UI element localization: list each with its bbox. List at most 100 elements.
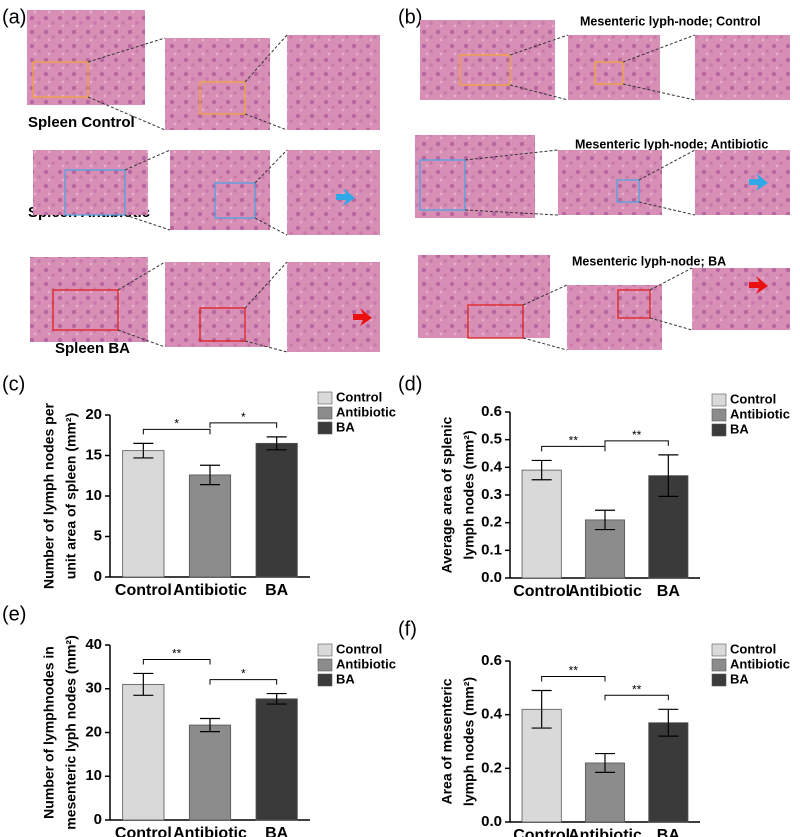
micrograph bbox=[568, 35, 660, 100]
y-tick-label: 40 bbox=[85, 636, 102, 653]
significance-bracket bbox=[604, 440, 669, 446]
bar bbox=[255, 442, 298, 578]
x-tick-label: BA bbox=[265, 582, 289, 599]
y-tick-label: 0.0 bbox=[481, 813, 502, 830]
zoom-line bbox=[244, 113, 288, 131]
panel-label: (e) bbox=[2, 603, 26, 625]
significance-bracket bbox=[142, 658, 211, 665]
legend-label: Control bbox=[730, 391, 776, 406]
micrograph bbox=[558, 150, 662, 215]
y-axis-label: Average area of splenic bbox=[439, 416, 455, 573]
zoom-line bbox=[638, 201, 696, 216]
y-tick-label: 5 bbox=[94, 527, 102, 544]
bar bbox=[188, 474, 232, 578]
image-caption: Mesenteric lyph-node; Antibiotic bbox=[575, 137, 768, 151]
bar bbox=[255, 698, 298, 821]
roi-box bbox=[64, 169, 126, 216]
arrow bbox=[749, 173, 768, 191]
chart: (f) Area of mesenteric lymph nodes (mm²)0.… bbox=[398, 618, 790, 837]
y-tick-label: 0.5 bbox=[481, 431, 502, 448]
roi-box bbox=[459, 54, 511, 86]
micrograph bbox=[695, 150, 790, 215]
chart: (c) Number of lymph nodes per unit area of… bbox=[2, 373, 396, 599]
legend-swatch bbox=[317, 406, 333, 420]
legend-label: Antibiotic bbox=[730, 656, 790, 671]
image-caption: Mesenteric lyph-node; BA bbox=[572, 254, 726, 268]
bar bbox=[122, 683, 165, 821]
x-tick-label: BA bbox=[657, 583, 681, 600]
legend-label: Control bbox=[730, 641, 776, 656]
micrograph bbox=[695, 35, 790, 100]
micrograph bbox=[415, 135, 535, 218]
bar bbox=[521, 469, 562, 579]
roi-box bbox=[52, 289, 119, 331]
x-tick-label: BA bbox=[265, 825, 289, 837]
y-axis-label: lymph nodes (mm²) bbox=[461, 677, 477, 806]
y-tick-label: 10 bbox=[85, 767, 102, 784]
bar bbox=[188, 724, 232, 821]
y-tick-label: 20 bbox=[85, 723, 102, 740]
x-tick-label: Antibiotic bbox=[568, 583, 642, 600]
y-tick-label: 20 bbox=[85, 406, 102, 423]
y-tick-label: 0.4 bbox=[481, 458, 503, 475]
y-axis-label: lymph nodes (mm²) bbox=[461, 430, 477, 559]
micrograph bbox=[692, 268, 790, 330]
y-tick-label: 0.6 bbox=[481, 652, 502, 669]
significance-bracket bbox=[604, 694, 669, 701]
x-tick-label: Control bbox=[115, 582, 172, 599]
significance-label: * bbox=[241, 410, 246, 424]
chart: (e) Number of lymphnodes in mesenteric lyp… bbox=[2, 603, 396, 837]
zoom-line bbox=[522, 284, 568, 306]
micrograph bbox=[30, 257, 148, 342]
significance-label: ** bbox=[632, 428, 642, 442]
micrograph bbox=[170, 150, 270, 230]
x-tick-label: Control bbox=[115, 825, 172, 837]
x-tick-label: Antibiotic bbox=[173, 825, 247, 837]
legend-swatch bbox=[317, 658, 333, 672]
legend-label: BA bbox=[336, 419, 355, 434]
micrograph bbox=[165, 262, 270, 347]
x-tick-label: Antibiotic bbox=[568, 827, 642, 837]
zoom-line bbox=[622, 34, 696, 63]
micrograph bbox=[287, 262, 380, 352]
legend-label: Antibiotic bbox=[730, 406, 790, 421]
micrograph bbox=[418, 255, 550, 338]
x-tick-label: Control bbox=[513, 583, 570, 600]
zoom-line bbox=[124, 214, 171, 231]
panel-label: (f) bbox=[398, 618, 417, 640]
legend-label: Control bbox=[336, 641, 382, 656]
y-tick-label: 0 bbox=[94, 568, 102, 585]
zoom-line bbox=[124, 149, 171, 171]
x-tick-label: Antibiotic bbox=[173, 582, 247, 599]
significance-label: ** bbox=[569, 664, 579, 678]
zoom-line bbox=[622, 83, 696, 101]
micrograph bbox=[287, 35, 380, 130]
x-tick-label: BA bbox=[657, 827, 681, 837]
y-tick-label: 0.6 bbox=[481, 403, 502, 420]
significance-bracket bbox=[209, 422, 278, 428]
legend-label: BA bbox=[730, 671, 749, 686]
y-axis-label: unit area of spleen (mm²) bbox=[63, 413, 79, 579]
zoom-line bbox=[87, 37, 166, 63]
y-tick-label: 0.2 bbox=[481, 759, 502, 776]
roi-box bbox=[594, 61, 624, 85]
significance-label: * bbox=[174, 417, 179, 431]
zoom-line bbox=[254, 217, 288, 236]
zoom-line bbox=[254, 149, 288, 184]
panel-label: (a) bbox=[2, 6, 26, 28]
micrograph bbox=[33, 150, 148, 215]
zoom-line bbox=[509, 34, 569, 56]
significance-bracket bbox=[142, 428, 211, 435]
roi-box bbox=[32, 61, 89, 98]
legend-label: Control bbox=[336, 389, 382, 404]
arrow bbox=[353, 308, 372, 326]
significance-bracket bbox=[541, 445, 606, 452]
legend-swatch bbox=[317, 391, 333, 405]
y-tick-label: 0.3 bbox=[481, 486, 502, 503]
significance-label: ** bbox=[632, 682, 642, 696]
panel-label: (c) bbox=[2, 373, 25, 395]
roi-box bbox=[419, 159, 466, 211]
legend-label: BA bbox=[336, 671, 355, 686]
y-axis-label: mesenteric lyph nodes (mm²) bbox=[63, 635, 79, 830]
